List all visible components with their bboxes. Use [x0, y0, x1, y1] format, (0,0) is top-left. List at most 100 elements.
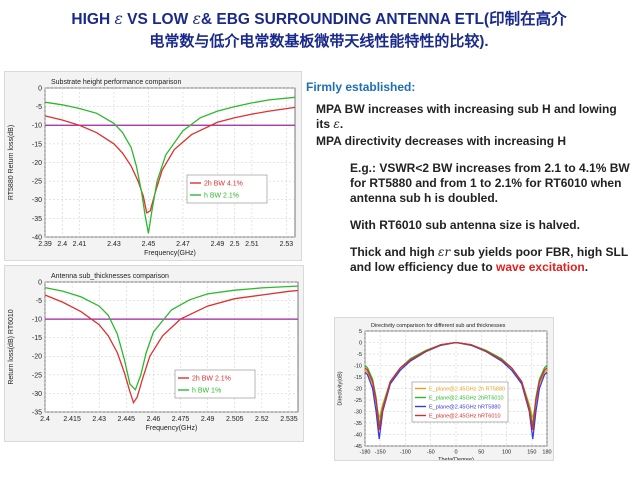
- finding-bw-text: MPA BW increases with increasing sub H a…: [316, 102, 617, 131]
- x-tick-label: 2.43: [107, 241, 121, 248]
- chart-panel-1: 0 -5 -10 -15 -20 -25 -30 -35 -40 2.39 2.4 2.41 2.43 2…: [4, 71, 302, 261]
- x-axis-label: Theta(Degree): [438, 457, 474, 460]
- finding-bw-end: .: [339, 117, 344, 131]
- legend-box: [186, 174, 268, 204]
- epsilon-r-symbol: εr: [438, 245, 451, 259]
- y-tick-label: -35: [32, 216, 42, 223]
- x-tick-label: 100: [502, 450, 511, 456]
- chart-directivity: 50-5-10-15-20-25-30-35-40-45-180 -150 -100…: [338, 323, 552, 460]
- x-tick-label: 2.445: [118, 416, 136, 423]
- legend-box: [411, 381, 509, 423]
- example-vswr: E.g.: VSWR<2 BW increases from 2.1 to 4.…: [350, 161, 630, 205]
- x-tick-label: 2.415: [63, 416, 81, 423]
- chart-panel-2: 0 -5 -10 -15 -20 -25 -30 -35 2.4 2.415 2.43 2.445 2.…: [4, 265, 304, 442]
- y-axis-label: Return loss(dB) RT6010: [8, 309, 15, 384]
- finding-directivity: MPA directivity decreases with increasin…: [316, 134, 567, 148]
- y-tick-label: -30: [354, 409, 362, 415]
- chart-title: Directivity comparison for different sub…: [371, 323, 506, 329]
- finding-block: MPA BW increases with increasing sub H a…: [316, 102, 632, 149]
- title-text-a: HIGH: [71, 11, 111, 28]
- x-tick-label: 2.505: [226, 416, 244, 423]
- legend-label: E_plane@2.45GHz 2h RT5880: [429, 386, 505, 392]
- series-line: [44, 106, 296, 214]
- title-text-c: & EBG SURROUNDING ANTENNA ETL(印制在高介: [200, 11, 567, 28]
- y-tick-label: -5: [357, 352, 362, 358]
- chart-panel-3: 5 0 -5 -10 -15 -20 -25 -30 -35 -40 -45 -180 -150 -100…: [334, 317, 554, 461]
- y-tick-label: -20: [32, 354, 42, 361]
- thick-note-end: .: [584, 260, 589, 274]
- legend-box: [174, 369, 256, 399]
- legend-label: E_plane@2.45GHz 2hRT6010: [429, 395, 504, 401]
- legend-label: h BW 1%: [192, 387, 221, 394]
- x-tick-label: 2.475: [172, 416, 190, 423]
- x-tick-label: 180: [542, 450, 551, 456]
- x-tick-label: 2.4: [40, 416, 50, 423]
- y-axis-label: RT5880 Return loss(dB): [8, 125, 15, 200]
- slide-title: HIGH ε VS LOW ε& EBG SURROUNDING ANTENNA…: [0, 8, 638, 53]
- text-column: Firmly established: MPA BW increases wit…: [306, 80, 632, 287]
- x-tick-label: 0: [454, 450, 457, 456]
- y-tick-label: -20: [354, 386, 362, 392]
- chart-rt6010-return-loss: 0 -5 -10 -15 -20 -25 -30 -352.4 2.415 2.43 2.445 2.…: [8, 273, 299, 432]
- chart-rt5880-return-loss: 0 -5 -10 -15 -20 -25 -30 -35 -402.39 2.4 2.41 2.43 2…: [8, 79, 296, 257]
- title-text-b: VS LOW: [127, 11, 189, 28]
- x-tick-label: 2.46: [147, 416, 161, 423]
- series-line: [44, 289, 299, 405]
- y-tick-label: 0: [359, 340, 362, 346]
- thick-note: Thick and high εr sub yields poor FBR, h…: [350, 245, 632, 275]
- epsilon-symbol: ε: [192, 10, 201, 28]
- y-tick-label: -35: [32, 409, 42, 416]
- legend-label: E_plane@2.45GHz hRT5880: [429, 404, 501, 410]
- x-tick-label: 2.4: [57, 241, 67, 248]
- y-tick-label: -40: [354, 432, 362, 438]
- thick-note-text-b: sub yields poor FBR, high SLL and low ef…: [350, 245, 628, 274]
- y-tick-label: -15: [32, 141, 42, 148]
- x-axis-label: Frequency(GHz): [144, 250, 196, 257]
- y-tick-label: -20: [32, 160, 42, 167]
- x-tick-label: 2.52: [255, 416, 269, 423]
- chart-title: Substrate height performance comparison: [51, 79, 181, 86]
- thick-note-text-a: Thick and high: [350, 245, 435, 259]
- y-tick-label: -10: [32, 317, 42, 324]
- chart-title: Antenna sub_thicknesses comparison: [51, 273, 169, 280]
- y-tick-label: -5: [36, 298, 42, 305]
- y-tick-label: -10: [354, 363, 362, 369]
- y-tick-label: -25: [32, 179, 42, 186]
- title-line-2: 电常数与低介电常数基板微带天线性能特性的比较).: [149, 33, 489, 50]
- finding-bw: MPA BW increases with increasing sub H a…: [316, 102, 632, 132]
- legend-label: h BW 2.1%: [204, 192, 239, 199]
- x-tick-label: -180: [359, 450, 370, 456]
- series-line: [44, 96, 296, 234]
- epsilon-symbol: ε: [333, 117, 340, 131]
- x-tick-label: 2.39: [38, 241, 52, 248]
- y-tick-label: -5: [36, 104, 42, 111]
- x-axis-label: Frequency(GHz): [146, 425, 198, 432]
- firm-heading: Firmly established:: [306, 80, 416, 94]
- y-tick-label: -40: [32, 234, 42, 241]
- x-tick-label: 2.49: [211, 241, 225, 248]
- plot-area: [44, 281, 299, 413]
- y-tick-label: -35: [354, 421, 362, 427]
- x-tick-label: 2.53: [280, 241, 294, 248]
- x-tick-label: 2.49: [201, 416, 215, 423]
- x-tick-label: 2.41: [73, 241, 87, 248]
- x-tick-label: -150: [375, 450, 386, 456]
- y-tick-label: 0: [38, 279, 42, 286]
- x-tick-label: -50: [427, 450, 435, 456]
- x-tick-label: 2.535: [280, 416, 298, 423]
- y-tick-label: -30: [32, 391, 42, 398]
- x-tick-label: 150: [527, 450, 536, 456]
- size-note: With RT6010 sub antenna size is halved.: [350, 218, 580, 232]
- legend-label: 2h BW 4.1%: [204, 180, 243, 187]
- x-tick-label: -100: [400, 450, 411, 456]
- y-axis-label: Directivity(dB): [338, 371, 344, 405]
- series-line: [364, 341, 548, 431]
- wave-excitation-highlight: wave excitation: [496, 260, 585, 274]
- y-tick-label: -10: [32, 123, 42, 130]
- y-tick-label: -30: [32, 197, 42, 204]
- y-tick-label: 5: [359, 329, 362, 335]
- x-tick-label: 2.43: [92, 416, 106, 423]
- x-tick-label: 50: [478, 450, 484, 456]
- x-tick-label: 2.5: [230, 241, 240, 248]
- series-line: [44, 285, 299, 391]
